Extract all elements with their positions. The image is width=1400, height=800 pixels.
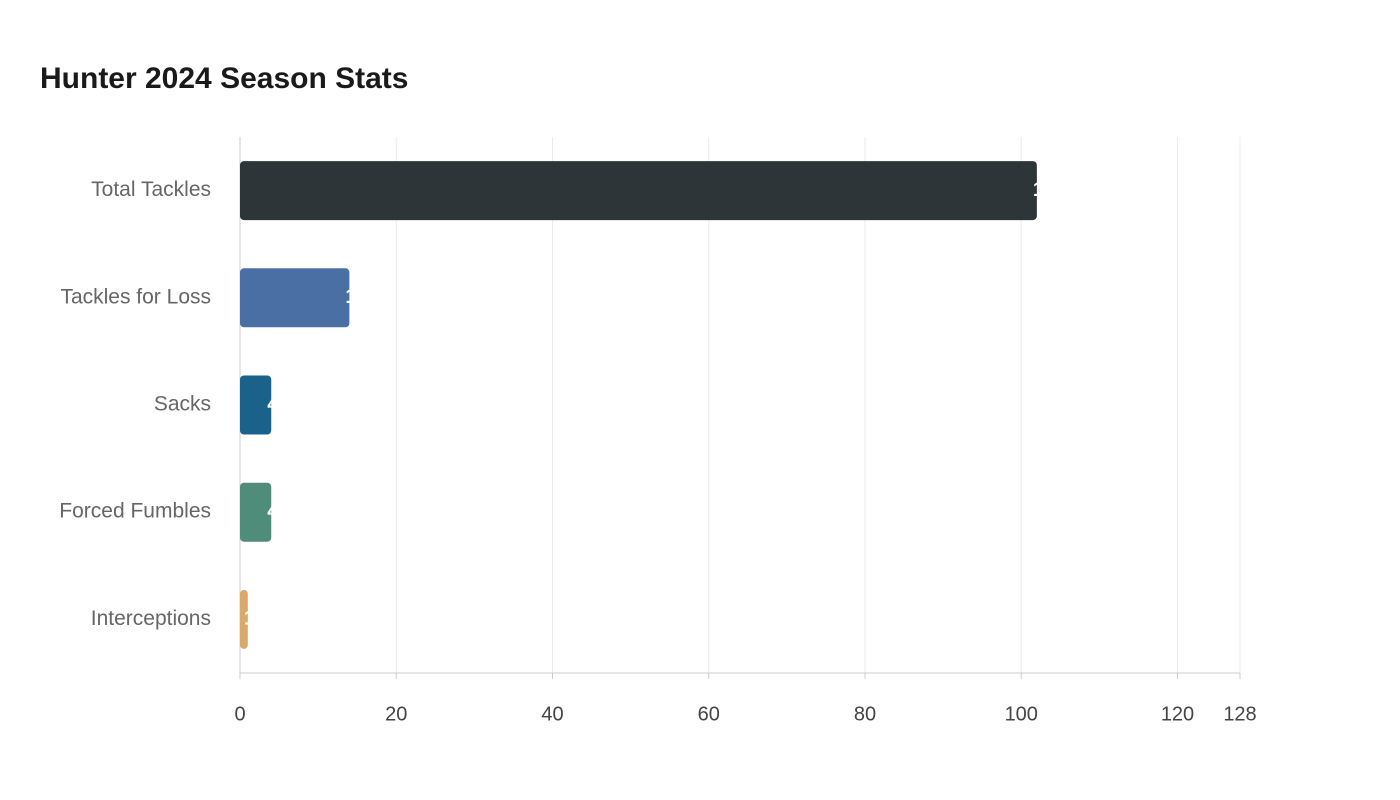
y-tick-label: Tackles for Loss: [60, 285, 211, 308]
x-tick-label: 120: [1161, 703, 1194, 725]
y-tick-label: Sacks: [154, 393, 211, 416]
value-label: 14: [345, 286, 368, 308]
x-tick-label: 80: [854, 703, 876, 725]
bar: [240, 375, 272, 435]
x-tick-label: 100: [1005, 703, 1038, 725]
bar: [240, 589, 248, 649]
bar: [240, 268, 350, 328]
value-label: 4: [267, 393, 279, 415]
value-label: 1: [244, 608, 255, 630]
x-tick-label: 40: [541, 703, 563, 725]
x-tick-label: 0: [234, 703, 245, 725]
bar: [240, 482, 272, 542]
x-tick-label: 128: [1223, 703, 1256, 725]
y-tick-label: Forced Fumbles: [59, 500, 211, 523]
value-label: 4: [267, 500, 279, 522]
bar: [240, 161, 1037, 221]
x-tick-label: 60: [698, 703, 720, 725]
chart-title: Hunter 2024 Season Stats: [40, 62, 408, 95]
y-tick-label: Interceptions: [91, 607, 211, 630]
x-tick-label: 20: [385, 703, 407, 725]
value-label: 102: [1033, 179, 1066, 201]
y-tick-label: Total Tackles: [91, 178, 211, 201]
